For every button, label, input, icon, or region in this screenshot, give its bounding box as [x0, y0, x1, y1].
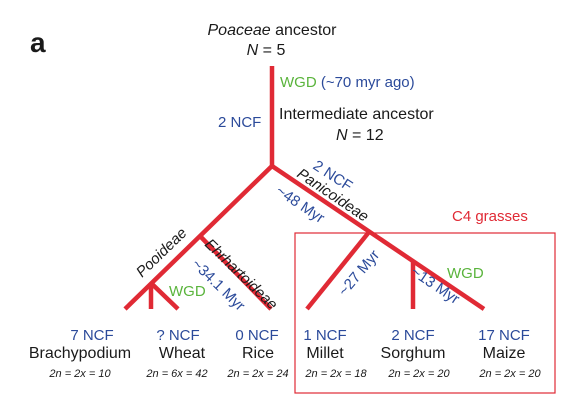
species-ploidy: 2n = 2x = 18	[304, 368, 367, 380]
root-wgd-annotation: WGD (~70 myr ago)	[280, 74, 415, 91]
species-ploidy: 2n = 2x = 10	[48, 368, 111, 380]
species-ncf: 2 NCF	[391, 327, 434, 344]
c4-grasses-label: C4 grasses	[452, 208, 528, 225]
wheat-wgd-label: WGD	[169, 283, 206, 300]
root-ancestor-count: N = 5	[247, 42, 286, 59]
panel-label: a	[30, 27, 46, 58]
species-ncf: 0 NCF	[235, 327, 278, 344]
species-ncf: 7 NCF	[70, 327, 113, 344]
intermediate-ncf: 2 NCF	[218, 114, 261, 131]
species-ncf: ? NCF	[156, 327, 199, 344]
tree-branches	[123, 66, 486, 311]
panicoideae-branch	[270, 164, 486, 311]
species-name: Brachypodium	[29, 345, 131, 362]
wheat-wgd-branch	[149, 281, 180, 311]
species-ploidy: 2n = 2x = 20	[387, 368, 450, 380]
millet-split-age: ~27 Myr	[335, 247, 383, 300]
intermediate-ancestor-count: N = 12	[336, 127, 384, 144]
maize-wgd-label: WGD	[447, 265, 484, 282]
species-ploidy: 2n = 2x = 20	[478, 368, 541, 380]
species-labels: 7 NCF Brachypodium 2n = 2x = 10 ? NCF Wh…	[29, 327, 542, 380]
species-name: Millet	[306, 345, 344, 362]
species-ncf: 17 NCF	[478, 327, 530, 344]
species-ploidy: 2n = 2x = 24	[226, 368, 288, 380]
millet-branch	[305, 230, 371, 311]
species-name: Wheat	[159, 345, 206, 362]
species-name: Rice	[242, 345, 274, 362]
intermediate-ancestor-label: Intermediate ancestor	[279, 106, 434, 123]
species-name: Maize	[483, 345, 526, 362]
species-name: Sorghum	[381, 345, 446, 362]
ehrhartoideae-branch	[198, 234, 273, 311]
species-ploidy: 2n = 6x = 42	[145, 368, 207, 380]
root-ancestor-label: Poaceae ancestor	[208, 22, 338, 39]
species-ncf: 1 NCF	[303, 327, 346, 344]
c4-grasses-box	[294, 232, 556, 394]
